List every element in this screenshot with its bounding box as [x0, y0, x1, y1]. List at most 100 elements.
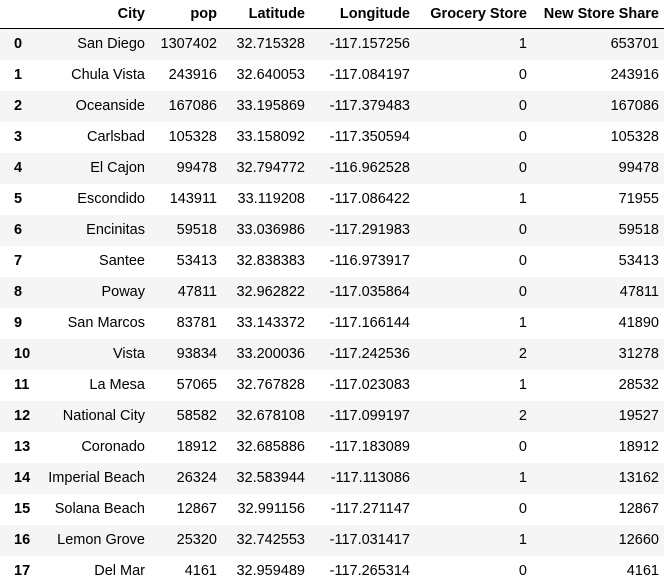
latitude-cell: 33.119208	[222, 184, 310, 215]
row-index-cell: 14	[0, 463, 38, 494]
latitude-cell: 33.195869	[222, 91, 310, 122]
new-store-share-cell: 28532	[532, 370, 664, 401]
longitude-cell: -117.183089	[310, 432, 415, 463]
longitude-cell: -117.291983	[310, 215, 415, 246]
new-store-share-cell: 71955	[532, 184, 664, 215]
row-index-cell: 7	[0, 246, 38, 277]
grocery-store-cell: 0	[415, 215, 532, 246]
row-index-cell: 13	[0, 432, 38, 463]
city-cell: La Mesa	[38, 370, 150, 401]
header-pop: pop	[150, 0, 222, 29]
city-cell: Lemon Grove	[38, 525, 150, 556]
pop-cell: 26324	[150, 463, 222, 494]
pop-cell: 53413	[150, 246, 222, 277]
longitude-cell: -117.086422	[310, 184, 415, 215]
longitude-cell: -117.265314	[310, 556, 415, 587]
grocery-store-cell: 0	[415, 153, 532, 184]
grocery-store-cell: 0	[415, 432, 532, 463]
latitude-cell: 32.838383	[222, 246, 310, 277]
latitude-cell: 32.678108	[222, 401, 310, 432]
grocery-store-cell: 1	[415, 370, 532, 401]
longitude-cell: -117.084197	[310, 60, 415, 91]
grocery-store-cell: 1	[415, 525, 532, 556]
grocery-store-cell: 0	[415, 246, 532, 277]
row-index-cell: 17	[0, 556, 38, 587]
new-store-share-cell: 18912	[532, 432, 664, 463]
row-index-cell: 8	[0, 277, 38, 308]
city-cell: National City	[38, 401, 150, 432]
pop-cell: 83781	[150, 308, 222, 339]
city-cell: San Marcos	[38, 308, 150, 339]
new-store-share-cell: 41890	[532, 308, 664, 339]
pop-cell: 99478	[150, 153, 222, 184]
pop-cell: 47811	[150, 277, 222, 308]
longitude-cell: -117.031417	[310, 525, 415, 556]
city-cell: Solana Beach	[38, 494, 150, 525]
row-index-cell: 11	[0, 370, 38, 401]
latitude-cell: 32.794772	[222, 153, 310, 184]
pop-cell: 105328	[150, 122, 222, 153]
new-store-share-cell: 243916	[532, 60, 664, 91]
row-index-cell: 3	[0, 122, 38, 153]
row-index-cell: 5	[0, 184, 38, 215]
latitude-cell: 32.991156	[222, 494, 310, 525]
new-store-share-cell: 12867	[532, 494, 664, 525]
city-cell: Imperial Beach	[38, 463, 150, 494]
grocery-store-cell: 0	[415, 556, 532, 587]
pop-cell: 57065	[150, 370, 222, 401]
grocery-store-cell: 0	[415, 494, 532, 525]
new-store-share-cell: 59518	[532, 215, 664, 246]
grocery-store-cell: 0	[415, 277, 532, 308]
new-store-share-cell: 47811	[532, 277, 664, 308]
new-store-share-cell: 167086	[532, 91, 664, 122]
pop-cell: 167086	[150, 91, 222, 122]
row-index-cell: 9	[0, 308, 38, 339]
city-cell: Escondido	[38, 184, 150, 215]
city-cell: San Diego	[38, 29, 150, 61]
header-index	[0, 0, 38, 29]
new-store-share-cell: 4161	[532, 556, 664, 587]
new-store-share-cell: 105328	[532, 122, 664, 153]
latitude-cell: 32.962822	[222, 277, 310, 308]
pop-cell: 1307402	[150, 29, 222, 61]
latitude-cell: 33.036986	[222, 215, 310, 246]
longitude-cell: -116.962528	[310, 153, 415, 184]
pop-cell: 25320	[150, 525, 222, 556]
longitude-cell: -117.166144	[310, 308, 415, 339]
city-cell: Del Mar	[38, 556, 150, 587]
row-index-cell: 0	[0, 29, 38, 61]
new-store-share-cell: 12660	[532, 525, 664, 556]
latitude-cell: 33.200036	[222, 339, 310, 370]
table-header: City pop Latitude Longitude Grocery Stor…	[0, 0, 664, 29]
city-cell: Coronado	[38, 432, 150, 463]
latitude-cell: 32.742553	[222, 525, 310, 556]
longitude-cell: -117.379483	[310, 91, 415, 122]
pop-cell: 58582	[150, 401, 222, 432]
grocery-store-cell: 0	[415, 122, 532, 153]
longitude-cell: -117.350594	[310, 122, 415, 153]
longitude-cell: -117.113086	[310, 463, 415, 494]
latitude-cell: 32.715328	[222, 29, 310, 61]
grocery-store-cell: 0	[415, 60, 532, 91]
latitude-cell: 32.640053	[222, 60, 310, 91]
city-cell: Encinitas	[38, 215, 150, 246]
latitude-cell: 32.583944	[222, 463, 310, 494]
latitude-cell: 33.158092	[222, 122, 310, 153]
new-store-share-cell: 13162	[532, 463, 664, 494]
new-store-share-cell: 99478	[532, 153, 664, 184]
new-store-share-cell: 31278	[532, 339, 664, 370]
row-index-cell: 12	[0, 401, 38, 432]
grocery-store-cell: 1	[415, 463, 532, 494]
pop-cell: 93834	[150, 339, 222, 370]
pop-cell: 143911	[150, 184, 222, 215]
pop-cell: 12867	[150, 494, 222, 525]
